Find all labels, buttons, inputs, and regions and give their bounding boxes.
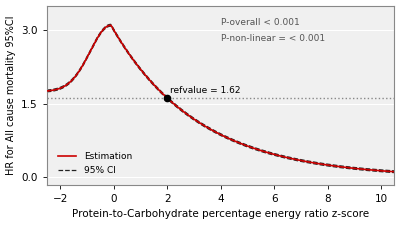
Legend: Estimation, 95% CI: Estimation, 95% CI bbox=[55, 149, 136, 179]
Text: P-non-linear = < 0.001: P-non-linear = < 0.001 bbox=[221, 34, 325, 43]
Text: refvalue = 1.62: refvalue = 1.62 bbox=[170, 86, 240, 95]
X-axis label: Protein-to-Carbohydrate percentage energy ratio z-score: Protein-to-Carbohydrate percentage energ… bbox=[72, 209, 369, 219]
Text: P-overall < 0.001: P-overall < 0.001 bbox=[221, 18, 299, 27]
Y-axis label: HR for All cause mortality 95%CI: HR for All cause mortality 95%CI bbox=[6, 16, 16, 175]
